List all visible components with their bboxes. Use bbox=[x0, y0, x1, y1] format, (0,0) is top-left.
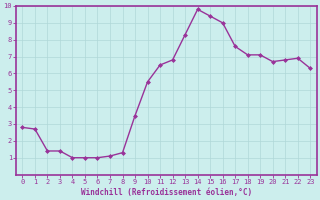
X-axis label: Windchill (Refroidissement éolien,°C): Windchill (Refroidissement éolien,°C) bbox=[81, 188, 252, 197]
